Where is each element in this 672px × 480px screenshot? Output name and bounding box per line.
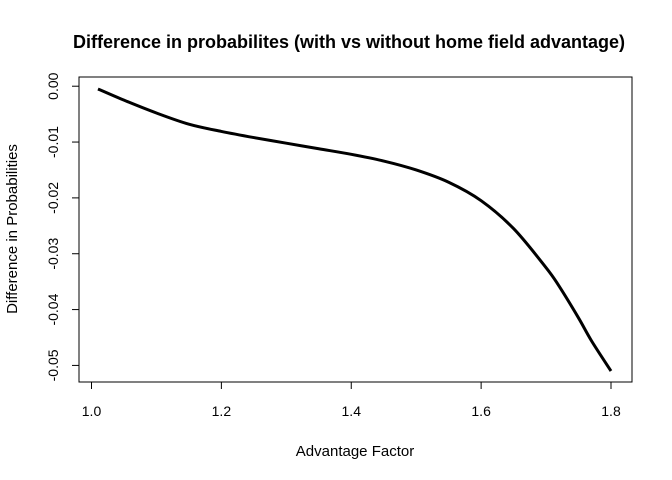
x-tick-label: 1.4: [342, 403, 362, 419]
x-axis-label: Advantage Factor: [296, 443, 414, 460]
x-axis: 1.0 1.2 1.4 1.6 1.8: [82, 381, 621, 419]
y-axis: 0.00 -0.01 -0.02 -0.03 -0.04 -0.05: [45, 72, 80, 381]
y-tick-label: -0.03: [45, 238, 61, 270]
y-tick-label: -0.01: [45, 126, 61, 158]
x-tick-label: 1.2: [212, 403, 232, 419]
plot-area-frame: [78, 76, 633, 383]
y-tick-label: 0.00: [45, 72, 61, 99]
y-tick-label: -0.05: [45, 349, 61, 381]
x-tick-label: 1.6: [471, 403, 491, 419]
series-line-0: [97, 87, 613, 372]
y-tick-label: -0.02: [45, 182, 61, 214]
y-axis-label: Difference in Probabilities: [4, 144, 21, 314]
series-layer: [97, 87, 613, 372]
y-tick-label: -0.04: [45, 293, 61, 325]
x-tick-label: 1.8: [601, 403, 621, 419]
chart-title: Difference in probabilites (with vs with…: [73, 32, 625, 52]
x-tick-label: 1.0: [82, 403, 102, 419]
